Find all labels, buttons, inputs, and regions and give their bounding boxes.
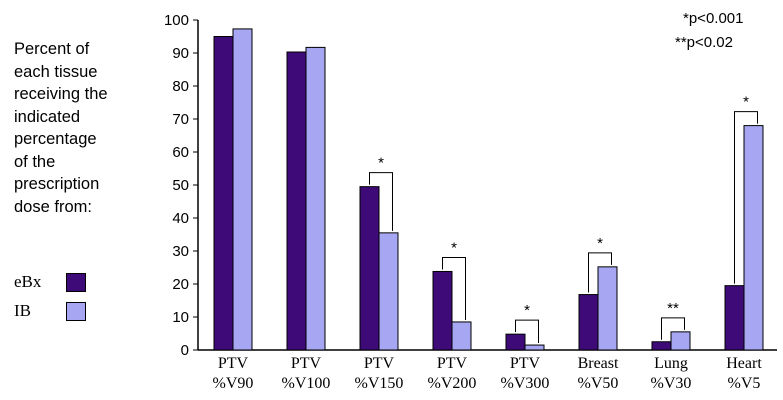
significance-marker: *	[451, 239, 457, 256]
bar-ib	[305, 46, 326, 351]
x-tick-label: PTV	[218, 355, 249, 372]
description-line: receiving the	[14, 85, 108, 103]
y-tick-label: 40	[172, 210, 189, 227]
description-line: indicated	[14, 107, 81, 126]
x-tick-label: %V300	[501, 375, 550, 392]
bar-ebx	[359, 186, 380, 351]
significance-bracket	[588, 252, 612, 293]
x-tick-label: PTV	[364, 355, 395, 372]
bar-ebx	[578, 294, 599, 351]
significance-bracket	[515, 319, 539, 344]
y-tick-label: 30	[172, 243, 189, 260]
significance-bracket	[442, 256, 466, 320]
description-line: prescription	[14, 175, 100, 193]
description-line: of the	[14, 152, 56, 171]
y-tick-label: 60	[172, 144, 189, 161]
y-tick-label: 10	[172, 309, 189, 326]
significance-marker: *	[743, 94, 749, 111]
y-tick-label: 20	[172, 276, 189, 293]
y-tick-label: 70	[172, 111, 189, 128]
y-tick-label: 0	[181, 342, 189, 359]
significance-note-p002: **p<0.02	[675, 34, 733, 51]
description-line: Percent of	[14, 40, 90, 58]
bar-ebx	[286, 51, 307, 351]
x-tick-label: %V5	[728, 375, 761, 392]
significance-marker: *	[524, 302, 530, 319]
bar-ebx	[724, 285, 745, 351]
x-tick-label: %V90	[213, 375, 254, 392]
significance-bracket	[734, 111, 758, 284]
description-line: dose from:	[14, 197, 92, 216]
x-tick-label: PTV	[510, 355, 541, 372]
bar-ib	[524, 344, 545, 351]
y-tick-label: 90	[172, 45, 189, 62]
x-tick-label: Breast	[578, 355, 619, 372]
x-tick-label: %V100	[282, 375, 331, 392]
x-tick-label: PTV	[291, 355, 322, 372]
significance-marker: *	[378, 155, 384, 172]
significance-note-p001: *p<0.001	[683, 10, 744, 27]
y-tick-label: 50	[172, 177, 189, 194]
legend-swatch-ebx	[66, 273, 86, 292]
y-tick-label: 100	[164, 12, 189, 29]
bar-ebx	[213, 36, 234, 351]
bar-ebx	[651, 341, 672, 351]
bar-ebx	[505, 333, 526, 351]
x-tick-label: %V50	[578, 375, 619, 392]
significance-bracket	[661, 317, 685, 340]
x-tick-label: Lung	[654, 355, 688, 372]
x-tick-label: %V200	[428, 375, 477, 392]
bar-ib	[670, 331, 691, 351]
bar-ebx	[432, 270, 453, 351]
legend-label-ib: IB	[14, 301, 31, 320]
legend-swatch-ib	[66, 302, 86, 321]
bar-ib	[378, 232, 399, 351]
significance-marker: **	[667, 300, 679, 317]
x-tick-label: Heart	[726, 355, 762, 372]
bar-ib	[743, 125, 764, 351]
bar-ib	[597, 266, 618, 351]
x-tick-label: %V30	[651, 375, 692, 392]
significance-marker: *	[597, 235, 603, 252]
bar-ib	[232, 28, 253, 351]
description-line: each tissue	[14, 62, 98, 81]
x-tick-label: %V150	[355, 375, 404, 392]
y-tick-label: 80	[172, 78, 189, 95]
significance-bracket	[369, 172, 393, 231]
bar-ib	[451, 321, 472, 351]
description-line: percentage	[14, 130, 97, 148]
x-tick-label: PTV	[437, 355, 468, 372]
legend-label-ebx: eBx	[14, 272, 42, 291]
y-axis-description: Percent of each tissue receiving the ind…	[14, 38, 144, 218]
